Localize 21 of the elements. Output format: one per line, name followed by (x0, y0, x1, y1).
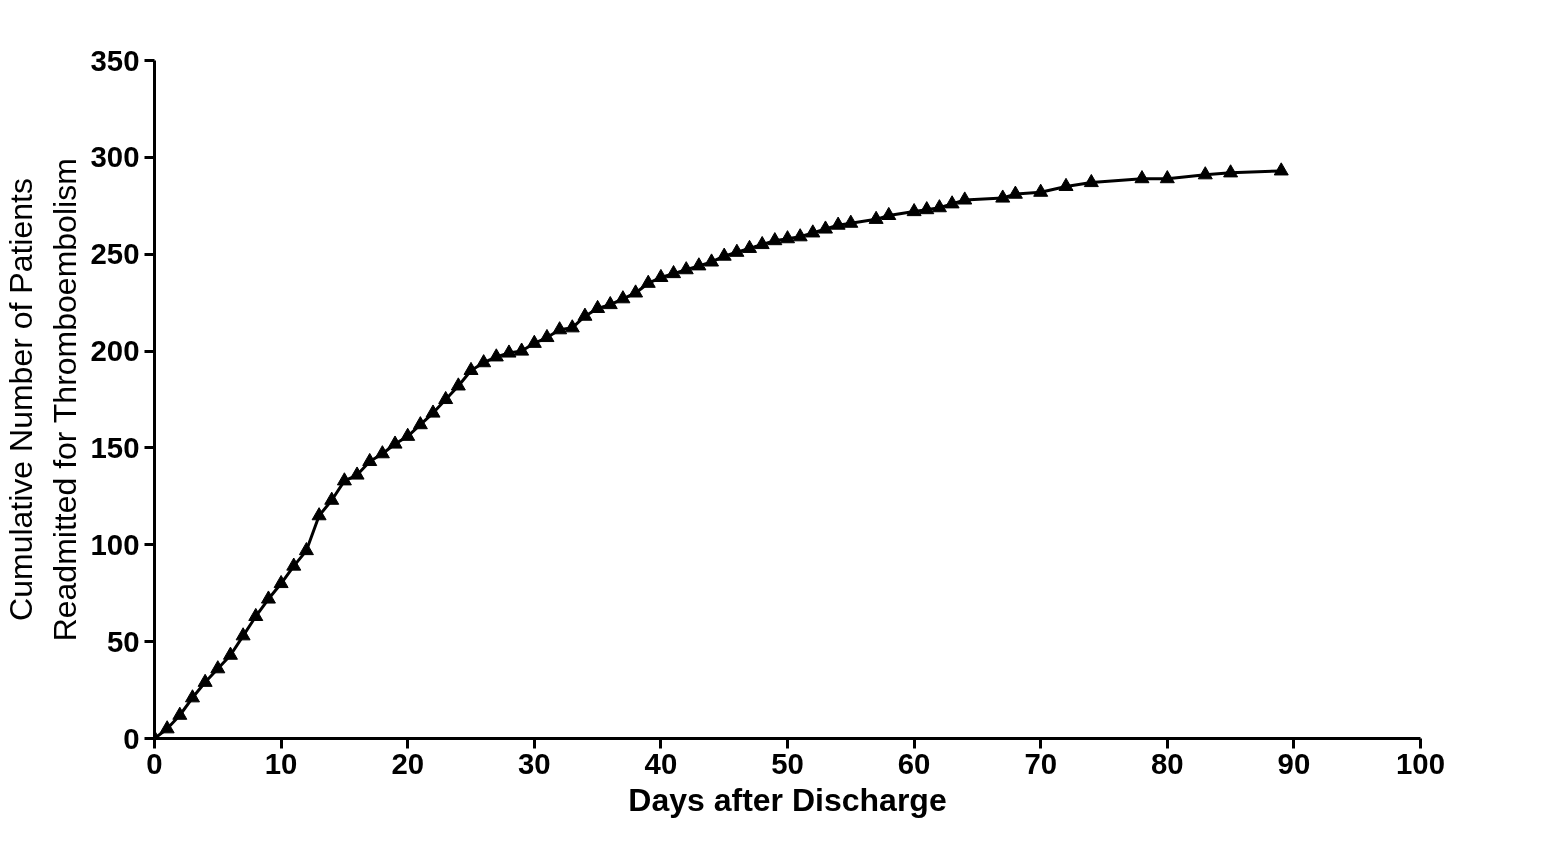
x-tick-label: 30 (517, 746, 551, 780)
x-tick-label: 80 (1150, 746, 1184, 780)
x-tick-label: 0 (146, 746, 163, 780)
y-tick-label: 100 (90, 527, 140, 561)
y-tick-label: 0 (123, 721, 140, 755)
y-axis-title: Cumulative Number of Patients Readmitted for Thromboembolism (3, 158, 83, 642)
x-tick-label: 60 (897, 746, 931, 780)
y-tick-label: 50 (106, 624, 140, 658)
y-tick-label: 150 (90, 430, 140, 464)
x-tick-label: 20 (391, 746, 425, 780)
x-tick-label: 50 (771, 746, 804, 780)
x-tick-label: 40 (644, 746, 678, 780)
y-tick-label: 250 (90, 237, 140, 271)
y-tick-label: 350 (90, 43, 140, 77)
x-tick-label: 100 (1396, 746, 1445, 780)
x-axis-title: Days after Discharge (628, 781, 947, 818)
x-tick-label: 70 (1024, 746, 1058, 780)
y-tick-label: 300 (90, 140, 140, 174)
y-tick-label: 200 (90, 334, 140, 368)
x-tick-label: 10 (264, 746, 298, 780)
x-tick-label: 90 (1277, 746, 1311, 780)
